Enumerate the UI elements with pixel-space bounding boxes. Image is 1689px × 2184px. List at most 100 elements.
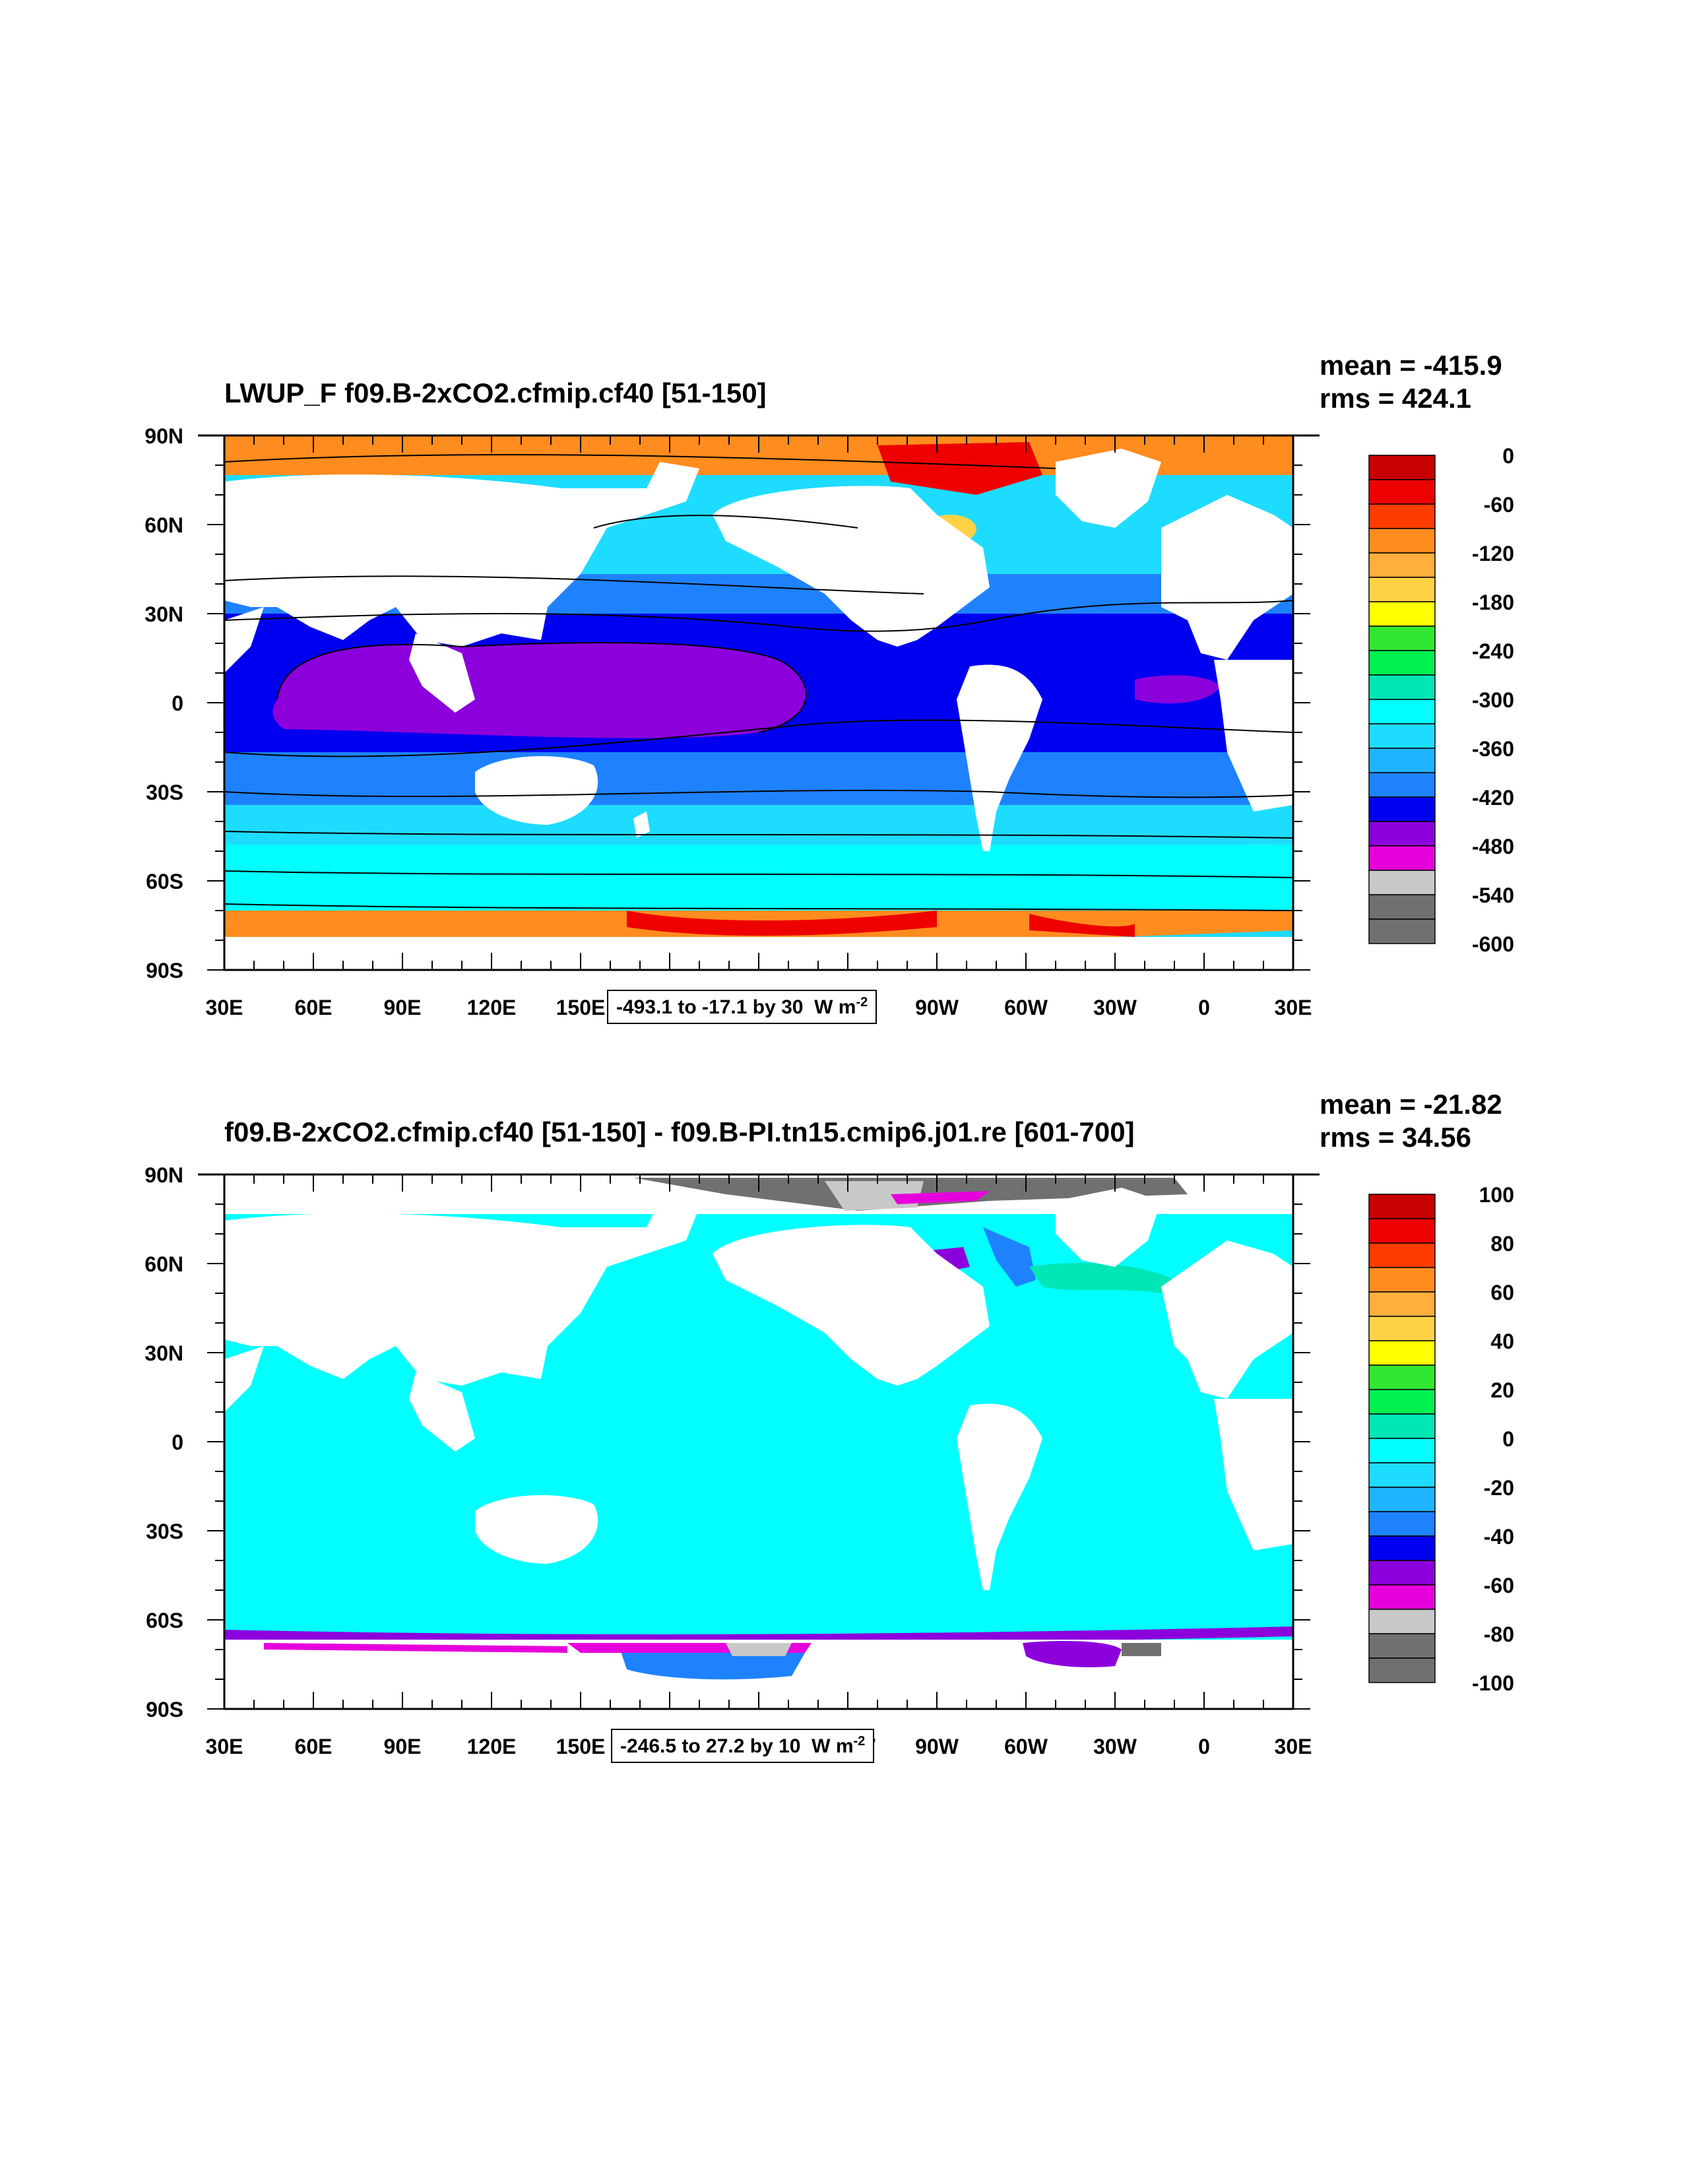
colorbar-swatch	[1368, 650, 1436, 676]
panel-2-range-label: -246.5 to 27.2 by 10	[620, 1735, 801, 1757]
panel-1-map: 30E60E90E120E150E180150W120W90W60W30W030…	[144, 424, 1514, 1019]
colorbar-swatch	[1368, 1438, 1436, 1463]
colorbar-swatch	[1368, 1560, 1436, 1586]
colorbar-label: 40	[1490, 1330, 1514, 1353]
colorbar-label: -60	[1484, 493, 1514, 517]
south-cyan-band	[224, 805, 1293, 851]
south-midblue-band	[224, 752, 1293, 812]
land-europe	[1161, 1240, 1293, 1399]
colorbar-swatch	[1368, 528, 1436, 554]
lon-label: 90E	[384, 1735, 422, 1758]
lat-label: 0	[172, 691, 183, 715]
colorbar-swatch	[1368, 1340, 1436, 1366]
colorbar-label: 0	[1502, 444, 1514, 468]
lon-label: 90W	[915, 996, 959, 1019]
arctic-magenta-1	[891, 1191, 990, 1204]
labrador-mix	[983, 1227, 1036, 1287]
colorbar-swatch	[1368, 1657, 1436, 1683]
lon-label: 30E	[1275, 1735, 1312, 1758]
colorbar-swatch	[1368, 674, 1436, 700]
lon-label: 60E	[295, 996, 333, 1019]
panel-1-range-box: -493.1 to -17.1 by 30 W m-2	[607, 990, 877, 1024]
land-africa	[224, 1346, 264, 1412]
panel-2-rms: rms = 34.56	[1320, 1122, 1472, 1153]
colorbar-label: 80	[1490, 1232, 1514, 1256]
colorbar-label: -100	[1472, 1671, 1514, 1695]
lon-label: 60E	[295, 1735, 333, 1758]
colorbar-swatch	[1368, 1242, 1436, 1268]
colorbar-label: -300	[1472, 688, 1514, 712]
colorbar-label: 60	[1490, 1281, 1514, 1304]
antarctic-red-1	[627, 911, 937, 936]
lon-label: 60W	[1004, 996, 1048, 1019]
colorbar-swatch	[1368, 1389, 1436, 1415]
lat-label: 90S	[146, 1698, 183, 1721]
colorbar-swatch	[1368, 748, 1436, 773]
panel-2-map: 30E60E90E120E150E180150W120W90W60W30W030…	[144, 1163, 1514, 1758]
colorbar-label: -240	[1472, 639, 1514, 663]
colorbar-swatch	[1368, 1413, 1436, 1439]
lon-label: 0	[1198, 996, 1210, 1019]
colorbar-swatch	[1368, 1316, 1436, 1341]
panel-1-range-label: -493.1 to -17.1 by 30	[616, 996, 804, 1018]
lon-label: 150E	[556, 996, 606, 1019]
colorbar-label: -180	[1472, 591, 1514, 614]
panel-1-units: W m	[814, 996, 856, 1018]
colorbar-label: -480	[1472, 835, 1514, 858]
colorbar-label: 0	[1502, 1427, 1514, 1451]
colorbar-swatch	[1368, 626, 1436, 651]
warm-pool-purple	[272, 643, 806, 738]
land-australia	[475, 1495, 598, 1564]
panel-1-units-exp: -2	[856, 995, 868, 1010]
colorbar-label: -120	[1472, 542, 1514, 565]
colorbar-swatch	[1368, 870, 1436, 895]
antarctic-gray-ross	[726, 1643, 792, 1656]
panel-2-units: W m	[812, 1735, 854, 1757]
panel-2-colorbar: 100 80 60 40 20 0 -20 -40 -60 -80 -100	[1368, 1183, 1514, 1695]
land-south-america	[957, 1403, 1042, 1590]
panel-2-title: f09.B-2xCO2.cfmip.cf40 [51-150] - f09.B-…	[224, 1116, 1135, 1147]
weddell-magenta	[1023, 1641, 1122, 1667]
colorbar-label: -600	[1472, 932, 1514, 956]
lon-label: 30W	[1093, 1735, 1137, 1758]
lon-label: 30E	[1275, 996, 1312, 1019]
colorbar-swatch	[1368, 1584, 1436, 1610]
land-africa-east	[1214, 660, 1293, 812]
colorbar-label: -60	[1484, 1574, 1514, 1597]
colorbar-label: 20	[1490, 1378, 1514, 1402]
land-eurasia-north	[224, 1201, 699, 1386]
lat-label: 30S	[146, 1520, 183, 1543]
north-atlantic-green	[1029, 1263, 1174, 1293]
lon-label: 30W	[1093, 996, 1137, 1019]
antarctic-strip-magenta	[264, 1643, 567, 1653]
lon-label: 90E	[384, 996, 422, 1019]
colorbar-label: -540	[1472, 883, 1514, 907]
colorbar-swatch	[1368, 1365, 1436, 1390]
lat-label: 30S	[146, 781, 183, 804]
colorbar-swatch	[1368, 1535, 1436, 1561]
colorbar-swatch	[1368, 918, 1436, 944]
colorbar-swatch	[1368, 845, 1436, 871]
lon-label: 150E	[556, 1735, 606, 1758]
lon-label: 0	[1198, 1735, 1210, 1758]
lon-label: 120E	[467, 1735, 517, 1758]
colorbar-swatch	[1368, 601, 1436, 627]
colorbar-label: -20	[1484, 1476, 1514, 1500]
colorbar-swatch	[1368, 796, 1436, 822]
lat-label: 60N	[144, 1252, 183, 1276]
land-africa-east	[1214, 1399, 1293, 1551]
land-africa	[224, 607, 264, 673]
colorbar-label: 100	[1479, 1183, 1514, 1207]
land-south-america	[957, 664, 1042, 851]
land-eurasia-north	[224, 462, 699, 647]
greenland-red	[877, 442, 1042, 495]
atlantic-purple	[1135, 675, 1221, 703]
colorbar-swatch	[1368, 1487, 1436, 1512]
panel-1-colorbar: 0 -60 -120 -180 -240 -300 -360 -420 -480 -540 -600	[1368, 444, 1514, 956]
panel-1: LWUP_F f09.B-2xCO2.cfmip.cf40 [51-150] m…	[0, 330, 1689, 1056]
lon-label: 30E	[206, 996, 243, 1019]
colorbar-label: -420	[1472, 786, 1514, 810]
land-north-america	[713, 1225, 990, 1386]
colorbar-swatch	[1368, 552, 1436, 578]
lon-label: 60W	[1004, 1735, 1048, 1758]
